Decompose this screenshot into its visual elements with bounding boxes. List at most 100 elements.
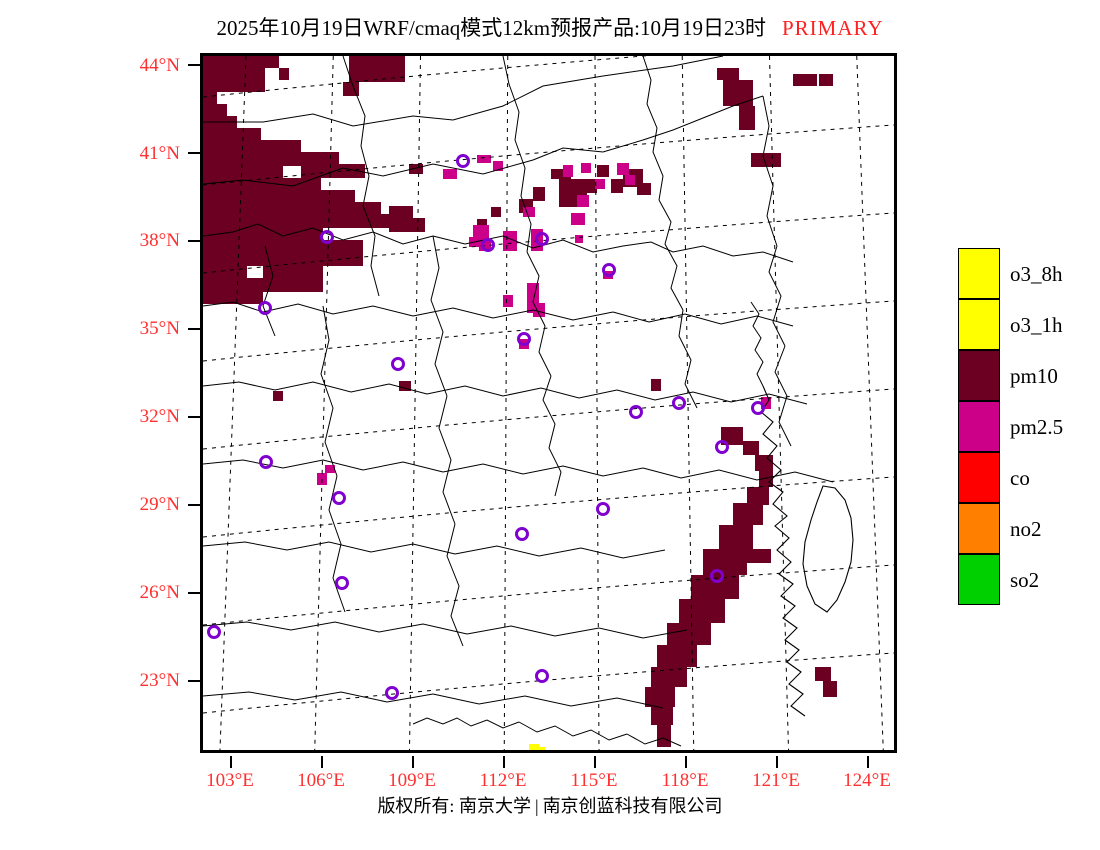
x-axis-tick-5	[685, 756, 687, 768]
pollutant-cell-pm2.5	[563, 165, 573, 177]
pollutant-cell-pm10	[723, 80, 753, 106]
city-marker[interactable]	[515, 527, 529, 541]
city-marker[interactable]	[602, 263, 616, 277]
legend-swatch-co	[958, 452, 1000, 503]
y-axis-tick-3	[188, 328, 200, 330]
pollutant-cell-pm10	[703, 549, 747, 575]
legend-item-so2[interactable]: so2	[958, 554, 1039, 605]
pollutant-cell-pm10	[533, 187, 545, 201]
meridian-115	[594, 56, 600, 750]
legend-item-co[interactable]: co	[958, 452, 1030, 503]
x-axis-label-1: 106°E	[297, 770, 345, 791]
meridian-118	[681, 56, 695, 750]
legend-item-no2[interactable]: no2	[958, 503, 1042, 554]
city-marker[interactable]	[259, 455, 273, 469]
legend-label-o3-8h: o3_8h	[1010, 262, 1063, 286]
x-axis-label-3: 112°E	[479, 770, 527, 791]
pollutant-cell-pm10	[409, 164, 423, 174]
pollutant-cell-pm10	[247, 228, 323, 266]
pollutant-cell-pm10	[273, 391, 283, 401]
meridian-109	[408, 56, 422, 750]
city-marker[interactable]	[629, 405, 643, 419]
legend-label-o3-1h: o3_1h	[1010, 313, 1063, 337]
legend-swatch-no2	[958, 503, 1000, 554]
pollutant-cell-pm10	[203, 56, 265, 92]
city-marker[interactable]	[456, 154, 470, 168]
legend-label-no2: no2	[1010, 517, 1042, 541]
parallel-38	[203, 212, 894, 274]
pollutant-cell-pm2.5	[761, 397, 771, 409]
legend-item-o3-8h[interactable]: o3_8h	[958, 248, 1063, 299]
city-marker[interactable]	[715, 440, 729, 454]
forecast-map[interactable]	[200, 53, 897, 753]
pollutant-cell-pm10	[739, 106, 755, 130]
legend-label-so2: so2	[1010, 568, 1040, 592]
x-axis-label-2: 109°E	[388, 770, 436, 791]
city-marker[interactable]	[320, 230, 334, 244]
x-axis-label-0: 103°E	[206, 770, 254, 791]
y-axis-tick-5	[188, 504, 200, 506]
city-marker[interactable]	[335, 576, 349, 590]
city-marker[interactable]	[385, 686, 399, 700]
pollutant-cell-pm10	[611, 179, 623, 193]
y-axis-label-6: 26°N	[139, 582, 180, 603]
pollutant-cell-pm2.5	[577, 195, 589, 207]
city-marker[interactable]	[332, 491, 346, 505]
pollutant-cell-pm10	[339, 164, 365, 178]
parallel-29	[203, 476, 894, 538]
parallel-26	[203, 564, 894, 626]
x-axis-tick-1	[321, 756, 323, 768]
pollutant-cell-pm10	[793, 74, 817, 86]
pollutant-cell-pm10	[743, 441, 759, 455]
pollutant-cell-pm10	[745, 549, 771, 563]
pollutant-cell-pm10	[651, 379, 661, 391]
pollutant-cell-pm10	[283, 178, 321, 228]
city-marker[interactable]	[481, 238, 495, 252]
pollutant-cell-pm2.5	[325, 465, 335, 473]
legend-item-pm25[interactable]: pm2.5	[958, 401, 1063, 452]
y-axis-tick-4	[188, 416, 200, 418]
pollutant-cell-pm10	[203, 92, 217, 166]
legend-item-o3-1h[interactable]: o3_1h	[958, 299, 1063, 350]
pollutant-cell-pm2.5	[617, 163, 629, 175]
city-marker[interactable]	[535, 232, 549, 246]
pollutant-cell-pm10	[719, 525, 753, 549]
legend-label-pm25: pm2.5	[1010, 415, 1064, 439]
pollutant-cell-pm10	[815, 667, 831, 681]
city-marker[interactable]	[672, 396, 686, 410]
legend-item-pm10[interactable]: pm10	[958, 350, 1058, 401]
y-axis-tick-6	[188, 592, 200, 594]
city-marker[interactable]	[207, 625, 221, 639]
y-axis-label-2: 38°N	[139, 230, 180, 251]
pollutant-cell-pm2.5	[443, 169, 457, 179]
parallel-23	[203, 652, 894, 714]
city-marker[interactable]	[258, 301, 272, 315]
city-marker[interactable]	[596, 502, 610, 516]
y-axis-tick-0	[188, 64, 200, 66]
pollutant-cell-pm10	[823, 681, 837, 697]
city-marker[interactable]	[517, 332, 531, 346]
y-axis-label-7: 23°N	[139, 670, 180, 691]
city-marker[interactable]	[710, 569, 724, 583]
pollutant-cell-pm2.5	[473, 225, 489, 239]
pollutant-cell-pm10	[717, 68, 739, 80]
pollutant-cell-pm10	[491, 207, 501, 217]
administrative-boundary-layer	[203, 56, 854, 747]
pollutant-cell-pm10	[261, 140, 301, 166]
x-axis-tick-0	[230, 756, 232, 768]
pollutant-cell-pm10	[343, 82, 359, 96]
pollutant-cell-pm10	[323, 240, 363, 266]
x-axis-label-6: 121°E	[752, 770, 800, 791]
city-marker[interactable]	[535, 669, 549, 683]
y-axis-tick-1	[188, 152, 200, 154]
x-axis-label-7: 124°E	[843, 770, 891, 791]
y-axis-tick-7	[188, 680, 200, 682]
page-title: 2025年10月19日WRF/cmaq模式12km预报产品:10月19日23时 P…	[0, 12, 1100, 42]
pollutant-cell-pm10	[597, 165, 609, 177]
city-marker[interactable]	[751, 401, 765, 415]
pollutant-cell-pm2.5	[477, 155, 491, 163]
primary-pollutant-tag: PRIMARY	[781, 16, 884, 40]
pollutant-cell-pm2.5	[493, 161, 503, 171]
pollutant-cell-pm10	[651, 707, 673, 725]
city-marker[interactable]	[391, 357, 405, 371]
